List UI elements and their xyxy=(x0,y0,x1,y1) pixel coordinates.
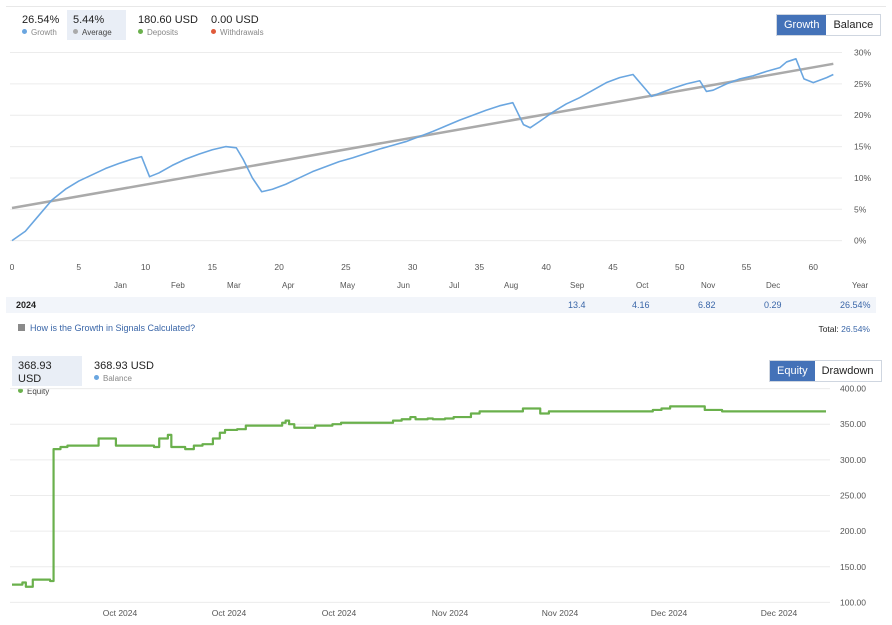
month-label: Feb xyxy=(171,281,185,290)
growth-y-tick: 30% xyxy=(854,48,871,58)
drawdown-tab-button[interactable]: Drawdown xyxy=(814,361,881,381)
growth-x-tick: 20 xyxy=(274,262,284,272)
growth-y-tick: 25% xyxy=(854,79,871,89)
growth-x-tick: 55 xyxy=(742,262,752,272)
table-year: 2024 xyxy=(16,300,37,310)
year-header: Year xyxy=(852,281,869,290)
withdrawals-legend-dot xyxy=(211,29,216,34)
info-icon xyxy=(18,324,25,331)
chart-frame xyxy=(6,6,886,621)
total-label: Total: xyxy=(818,324,839,334)
month-label: Nov xyxy=(701,281,716,290)
equity-y-tick: 400.00 xyxy=(840,384,866,394)
equity-x-tick: Oct 2024 xyxy=(212,608,247,618)
stat-equity[interactable]: 368.93 USD Equity xyxy=(12,356,82,396)
equity-legend-dot xyxy=(18,388,23,393)
growth-balance-toggle: Growth Balance xyxy=(776,14,882,36)
equity-x-tick: Dec 2024 xyxy=(761,608,798,618)
growth-help-link[interactable]: How is the Growth in Signals Calculated? xyxy=(18,323,195,333)
growth-line xyxy=(11,58,834,242)
balance-legend-dot xyxy=(94,375,99,380)
stat-balance[interactable]: 368.93 USD Balance xyxy=(88,356,162,386)
stat-deposits-value: 180.60 USD xyxy=(138,14,198,26)
growth-x-tick: 50 xyxy=(675,262,685,272)
stat-withdrawals[interactable]: 0.00 USD Withdrawals xyxy=(205,10,272,40)
average-legend-dot xyxy=(73,29,78,34)
growth-y-tick: 5% xyxy=(854,204,867,214)
equity-y-tick: 300.00 xyxy=(840,455,866,465)
growth-legend-dot xyxy=(22,29,27,34)
stat-deposits[interactable]: 180.60 USD Deposits xyxy=(132,10,206,40)
growth-y-tick: 15% xyxy=(854,142,871,152)
stat-growth-value: 26.54% xyxy=(22,14,60,26)
growth-tab-button[interactable]: Growth xyxy=(777,15,827,35)
equity-tab-button[interactable]: Equity xyxy=(770,361,815,381)
equity-x-tick: Nov 2024 xyxy=(542,608,579,618)
growth-x-tick: 30 xyxy=(408,262,418,272)
equity-line xyxy=(12,405,826,588)
table-year-total[interactable]: 26.54% xyxy=(840,300,871,310)
stat-equity-label: Equity xyxy=(27,387,50,396)
month-label: Jan xyxy=(114,281,127,290)
growth-table-row: 2024 13.4 4.16 6.82 0.29 26.54% xyxy=(6,297,876,313)
growth-y-tick: 0% xyxy=(854,236,867,246)
growth-x-tick: 35 xyxy=(475,262,485,272)
growth-x-tick: 0 xyxy=(10,262,15,272)
growth-x-tick: 25 xyxy=(341,262,351,272)
stat-average-value: 5.44% xyxy=(73,14,105,26)
table-value-oct[interactable]: 4.16 xyxy=(632,300,650,310)
growth-x-tick: 10 xyxy=(141,262,151,272)
equity-y-tick: 250.00 xyxy=(840,491,866,501)
month-label: Jul xyxy=(449,281,460,290)
stat-growth-label: Growth xyxy=(31,28,57,37)
total-value: 26.54% xyxy=(841,324,870,334)
stat-deposits-label: Deposits xyxy=(147,28,179,37)
stat-balance-label: Balance xyxy=(103,374,132,383)
month-label: Jun xyxy=(397,281,410,290)
month-label: Apr xyxy=(282,281,295,290)
growth-x-tick: 5 xyxy=(76,262,81,272)
growth-y-tick: 20% xyxy=(854,110,871,120)
stat-withdrawals-label: Withdrawals xyxy=(220,28,264,37)
stat-balance-value: 368.93 USD xyxy=(94,360,154,372)
growth-total: Total: 26.54% xyxy=(818,324,870,334)
growth-y-tick: 10% xyxy=(854,173,871,183)
month-label: Dec xyxy=(766,281,781,290)
table-value-nov[interactable]: 6.82 xyxy=(698,300,716,310)
month-label: Sep xyxy=(570,281,585,290)
growth-x-tick: 40 xyxy=(541,262,551,272)
growth-x-tick: 15 xyxy=(208,262,218,272)
equity-drawdown-toggle: Equity Drawdown xyxy=(769,360,882,382)
equity-y-tick: 200.00 xyxy=(840,526,866,536)
stat-growth[interactable]: 26.54% Growth xyxy=(16,10,67,40)
stat-average-label: Average xyxy=(82,28,112,37)
table-value-dec[interactable]: 0.29 xyxy=(764,300,782,310)
growth-x-tick: 60 xyxy=(809,262,819,272)
equity-y-tick: 350.00 xyxy=(840,419,866,429)
equity-x-tick: Oct 2024 xyxy=(103,608,138,618)
month-label: Aug xyxy=(504,281,519,290)
equity-x-tick: Dec 2024 xyxy=(651,608,688,618)
equity-x-tick: Oct 2024 xyxy=(322,608,357,618)
balance-tab-button[interactable]: Balance xyxy=(826,15,881,35)
table-value-sep[interactable]: 13.4 xyxy=(568,300,586,310)
stat-equity-value: 368.93 USD xyxy=(18,360,52,385)
stat-average[interactable]: 5.44% Average xyxy=(67,10,126,40)
deposits-legend-dot xyxy=(138,29,143,34)
growth-x-tick: 45 xyxy=(608,262,618,272)
equity-y-tick: 150.00 xyxy=(840,562,866,572)
equity-x-tick: Nov 2024 xyxy=(432,608,469,618)
month-label: May xyxy=(340,281,356,290)
equity-y-tick: 100.00 xyxy=(840,597,866,607)
growth-help-text: How is the Growth in Signals Calculated? xyxy=(30,323,196,333)
month-label: Oct xyxy=(636,281,649,290)
month-label: Mar xyxy=(227,281,241,290)
stat-withdrawals-value: 0.00 USD xyxy=(211,14,259,26)
